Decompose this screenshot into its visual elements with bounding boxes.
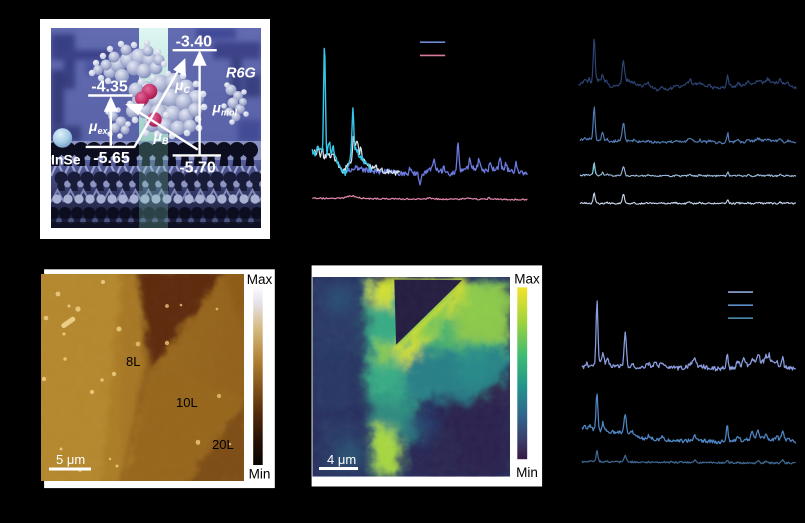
svg-text:5 μm: 5 μm: [56, 452, 85, 467]
svg-text:8L: 8L: [126, 354, 140, 369]
svg-text:Min: Min: [249, 467, 271, 482]
svg-text:-5.70: -5.70: [179, 160, 216, 177]
svg-text:-5.65: -5.65: [93, 150, 130, 167]
svg-text:R6G: R6G: [226, 66, 256, 82]
svg-text:10L: 10L: [176, 395, 198, 410]
svg-text:-4.35: -4.35: [91, 79, 128, 96]
svg-text:Max: Max: [247, 272, 273, 287]
svg-text:4 μm: 4 μm: [327, 452, 356, 467]
svg-text:Max: Max: [514, 272, 540, 287]
svg-text:InSe: InSe: [51, 152, 81, 168]
svg-text:-3.40: -3.40: [176, 34, 213, 51]
svg-text:20L: 20L: [212, 437, 234, 452]
svg-text:Min: Min: [516, 465, 538, 480]
